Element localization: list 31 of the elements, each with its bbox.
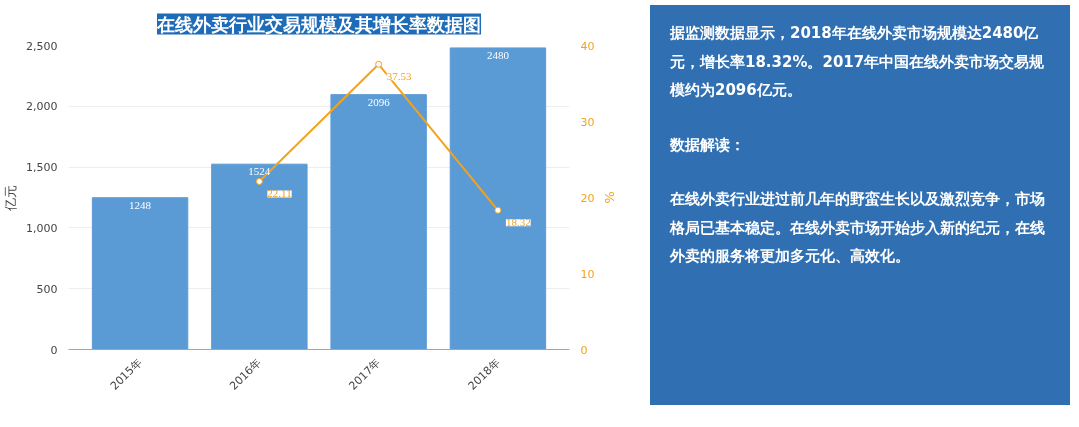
data-label: 1248	[129, 198, 152, 211]
y-axis-title: 亿元	[3, 184, 19, 212]
bar	[449, 47, 547, 350]
bar	[91, 197, 189, 350]
y-tick-label: 500	[36, 282, 58, 296]
y2-tick-label: 20	[580, 191, 595, 205]
point	[375, 60, 383, 68]
data-label: 2480	[486, 48, 510, 61]
y-tick-label: 2,500	[26, 39, 58, 53]
data-label: 1524	[248, 165, 271, 178]
point	[494, 206, 502, 214]
text: 数据解读：	[670, 134, 746, 156]
y2-tick-label: 10	[580, 267, 595, 281]
y-tick-label: 1,500	[26, 161, 58, 175]
y-tick-label: 0	[50, 343, 58, 357]
y2-tick-label: 30	[580, 115, 595, 129]
y-tick-label: 1,000	[26, 221, 58, 235]
y2-tick-label: 0	[580, 343, 588, 357]
y2-tick-label: 40	[580, 39, 595, 53]
y2-axis-title: %	[602, 191, 618, 204]
point	[255, 177, 263, 185]
data-label: 2096	[367, 95, 391, 108]
data-label: 18.32	[505, 216, 531, 229]
bar	[330, 94, 427, 350]
data-label: 37.53	[386, 70, 412, 83]
text: 据监测数据显示，2018年在线外卖市场规模达2480亿元，增长率18.32%。2017年中国在线外卖市场交易规模约为2096亿元。	[670, 23, 1046, 101]
y-tick-label: 2,000	[26, 100, 58, 114]
text: 在线外卖行业进过前几年的野蛮生长以及激烈竞争，市场格局已基本稳定。在线外卖市场开始步入新的纪元，在线外卖的服务将更加多元化、高效化。	[670, 189, 1046, 267]
chart-title: 在线外卖行业交易规模及其增长率数据图	[156, 13, 481, 35]
bar	[211, 163, 308, 350]
data-label: 22.11	[267, 187, 292, 200]
